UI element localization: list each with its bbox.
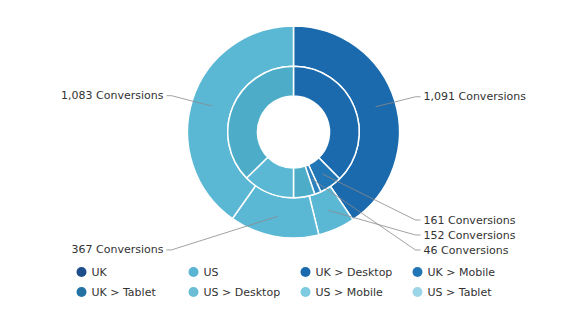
leader-line: [376, 97, 421, 107]
legend-swatch: [301, 287, 311, 297]
legend-label: UK: [92, 266, 108, 279]
legend: UK US UK > Desktop UK > Mobile UK > Tablet US…: [77, 266, 496, 299]
leader-line: [167, 96, 212, 106]
leader-line: [312, 179, 420, 250]
data-label: 161 Conversions: [424, 214, 516, 227]
legend-swatch: [189, 267, 199, 277]
donut-wedge: [187, 26, 293, 219]
legend-label: UK > Mobile: [428, 266, 496, 279]
legend-swatch: [189, 287, 199, 297]
legend-label: UK > Desktop: [316, 266, 393, 279]
legend-label: US: [204, 266, 219, 279]
donut-wedge: [294, 26, 400, 220]
legend-swatch: [77, 287, 87, 297]
chart: 1,091 Conversions 152 Conversions 367 Conv…: [0, 0, 587, 322]
data-label: 1,083 Conversions: [61, 89, 164, 102]
legend-label: US > Mobile: [316, 286, 384, 299]
legend-swatch: [301, 267, 311, 277]
leader-line: [322, 174, 420, 220]
legend-swatch: [413, 267, 423, 277]
donut-wedge: [228, 66, 294, 178]
data-label: 1,091 Conversions: [424, 90, 527, 103]
donut-wedge: [294, 66, 360, 179]
data-label: 152 Conversions: [424, 229, 516, 242]
data-label: 46 Conversions: [424, 244, 509, 257]
leader-line: [328, 210, 420, 235]
legend-label: US > Desktop: [204, 286, 281, 299]
data-label: 367 Conversions: [72, 243, 164, 256]
data-labels: 1,091 Conversions 152 Conversions 367 Conv…: [61, 89, 526, 256]
legend-label: UK > Tablet: [92, 286, 157, 299]
donut-wedge: [294, 166, 315, 198]
wedges: [187, 26, 399, 238]
legend-label: US > Tablet: [428, 286, 493, 299]
leader-line: [167, 216, 278, 250]
legend-swatch: [77, 267, 87, 277]
legend-swatch: [413, 287, 423, 297]
